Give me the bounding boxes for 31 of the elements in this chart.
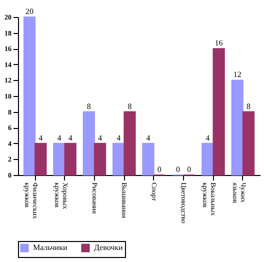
legend-label: Девочки (94, 242, 124, 252)
data-label: 4 (98, 133, 102, 142)
data-label: 0 (157, 165, 162, 174)
data-label: 8 (246, 102, 250, 111)
bar (231, 80, 244, 176)
data-label: 4 (206, 133, 210, 142)
data-label: 12 (233, 70, 242, 80)
bar (212, 48, 225, 176)
data-label: 8 (128, 102, 132, 111)
bar (82, 111, 95, 176)
bar (23, 16, 36, 176)
bar (34, 142, 47, 176)
data-label: 4 (38, 133, 43, 142)
bar (112, 142, 125, 176)
data-label: 16 (214, 38, 223, 48)
data-label: 20 (26, 7, 34, 16)
bar (242, 111, 255, 176)
data-label: 0 (176, 165, 180, 174)
data-label: 8 (86, 102, 91, 111)
data-label: 4 (68, 133, 72, 142)
bar (94, 142, 106, 176)
data-label: 4 (57, 133, 62, 142)
bar (202, 142, 214, 176)
bar (53, 142, 66, 176)
data-label: 0 (187, 165, 192, 174)
bar (124, 111, 136, 176)
data-label: 4 (146, 133, 150, 142)
bar (64, 142, 76, 176)
bar (142, 142, 154, 176)
legend-label: Мальчики (33, 242, 68, 252)
data-label: 4 (116, 133, 121, 142)
